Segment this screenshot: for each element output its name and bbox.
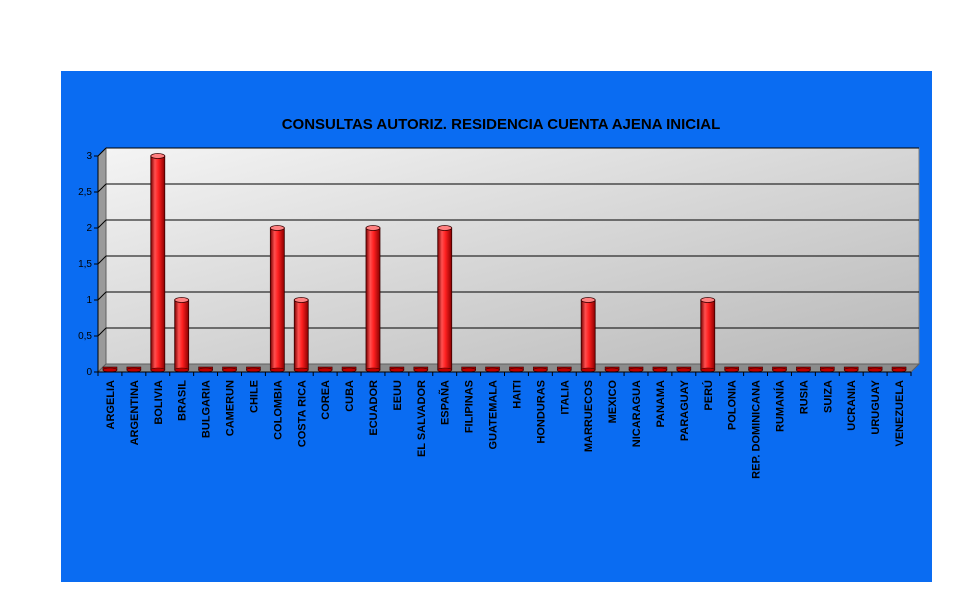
- bar: [604, 366, 620, 373]
- x-tick-label: CUBA: [344, 380, 356, 412]
- gridline-side: [97, 291, 107, 301]
- bar: [246, 366, 261, 373]
- y-tick-label: 1: [86, 295, 92, 306]
- x-tick-label: COLOMBIA: [272, 380, 284, 440]
- plot-area: [96, 146, 921, 374]
- bar: [389, 366, 405, 373]
- bar: [796, 366, 811, 373]
- y-tick-label: 0,5: [78, 331, 92, 342]
- x-tick-label: REP. DOMINICANA: [751, 380, 763, 479]
- x-tick-label: ITALIA: [559, 380, 571, 415]
- bar: [867, 366, 883, 373]
- x-tick-label: PANAMA: [655, 380, 667, 428]
- bar: [485, 366, 500, 373]
- bar: [341, 366, 357, 373]
- x-tick-label: BOLIVIA: [153, 380, 165, 425]
- x-tick-label: COREA: [320, 380, 332, 420]
- bar: [198, 366, 213, 373]
- bar-chart: CONSULTAS AUTORIZ. RESIDENCIA CUENTA AJE…: [78, 116, 921, 479]
- y-tick-label: 2,5: [78, 187, 92, 198]
- bar: [509, 366, 524, 373]
- x-tick-label: SUIZA: [822, 380, 834, 413]
- bar: [891, 366, 907, 373]
- bar: [700, 297, 716, 373]
- bars: [102, 153, 907, 373]
- bar: [365, 225, 381, 373]
- bar: [676, 366, 692, 373]
- bar: [222, 366, 237, 373]
- x-tick-label: NICARAGUA: [631, 380, 643, 447]
- bar: [843, 366, 859, 373]
- gridline-side: [97, 147, 107, 157]
- bar: [652, 366, 668, 373]
- bar: [413, 366, 429, 373]
- gridline-side: [97, 327, 107, 337]
- x-tick-label: EEUU: [392, 380, 404, 411]
- x-tick-label: URUGUAY: [870, 379, 882, 434]
- x-tick-label: ARGELIA: [105, 380, 117, 430]
- y-tick-label: 2: [86, 223, 92, 234]
- bar: [724, 366, 739, 373]
- bar: [748, 366, 763, 373]
- y-tick-label: 1,5: [78, 259, 92, 270]
- x-tick-label: COSTA RICA: [296, 380, 308, 447]
- x-tick-label: PERÚ: [702, 380, 715, 411]
- bar: [772, 366, 787, 373]
- bar: [150, 153, 166, 373]
- gridline-side: [97, 183, 107, 193]
- plot-floor: [96, 363, 921, 373]
- bar: [126, 366, 142, 373]
- gridline-side: [97, 219, 107, 229]
- y-axis: 0 0,5 1 1,5 2 2,5 3: [78, 151, 99, 378]
- bar: [533, 366, 548, 373]
- x-tick-label: VENEZUELA: [894, 380, 906, 447]
- bar: [102, 366, 118, 373]
- x-tick-label: PARAGUAY: [679, 379, 691, 441]
- x-tick-label: EL SALVADOR: [416, 380, 428, 457]
- chart-title: CONSULTAS AUTORIZ. RESIDENCIA CUENTA AJE…: [282, 116, 721, 133]
- gridline-side: [97, 255, 107, 265]
- x-tick-label: CHILE: [248, 380, 260, 413]
- x-tick-label: MEXICO: [607, 380, 619, 424]
- chart-area: CONSULTAS AUTORIZ. RESIDENCIA CUENTA AJE…: [61, 71, 932, 582]
- x-tick-label: GUATEMALA: [488, 380, 500, 450]
- y-tick-label: 3: [86, 151, 92, 162]
- bar: [580, 297, 596, 373]
- x-tick-label: BRASIL: [177, 380, 189, 421]
- bar: [556, 366, 572, 373]
- x-axis: ARGELIA ARGENTINA BOLIVIA BRASIL BULGARIA CAM…: [97, 371, 912, 479]
- x-tick-label: UCRANIA: [846, 380, 858, 431]
- x-tick-label: FILIPINAS: [464, 380, 476, 433]
- bar: [461, 366, 476, 373]
- y-tick-label: 0: [86, 367, 92, 378]
- x-tick-label: ECUADOR: [368, 380, 380, 436]
- x-tick-label: MARRUECOS: [583, 380, 595, 452]
- bar: [628, 366, 644, 373]
- bar: [293, 297, 309, 373]
- x-tick-label: POLONIA: [727, 380, 739, 430]
- x-tick-label: HONDURAS: [535, 380, 547, 444]
- bar: [437, 225, 453, 373]
- bar: [174, 297, 190, 373]
- bar: [269, 225, 285, 373]
- x-tick-label: ESPAÑA: [439, 380, 452, 425]
- x-tick-label: BULGARIA: [201, 380, 213, 438]
- bar: [317, 366, 333, 373]
- bar: [820, 366, 835, 373]
- x-tick-label: CAMERUN: [225, 380, 237, 436]
- x-tick-label: ARGENTINA: [129, 380, 141, 445]
- x-tick-label: RUSIA: [798, 380, 810, 414]
- x-tick-label: HAITI: [511, 380, 523, 409]
- x-tick-label: RUMANÍA: [773, 380, 786, 432]
